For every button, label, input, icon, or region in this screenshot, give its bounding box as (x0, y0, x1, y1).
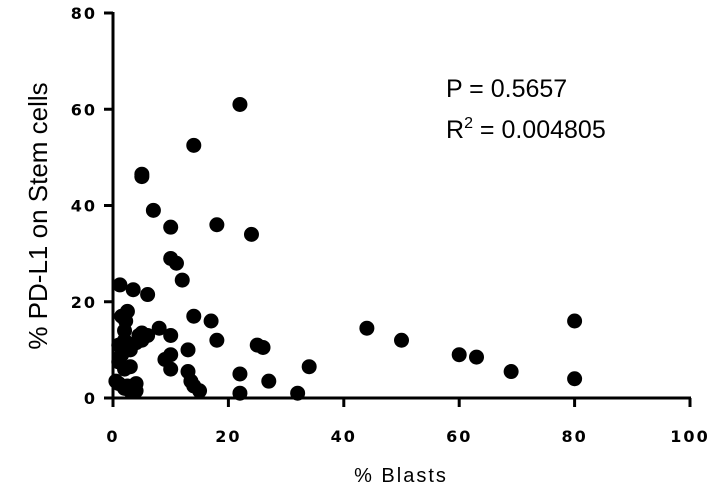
data-point (122, 359, 138, 375)
data-point (134, 169, 150, 185)
x-tick-label: 80 (561, 427, 587, 446)
data-point (186, 308, 202, 324)
data-point (255, 339, 271, 355)
data-point (140, 287, 156, 303)
x-tick-label: 100 (670, 427, 709, 446)
data-point (394, 332, 409, 348)
data-point (125, 282, 141, 298)
data-point (163, 361, 179, 377)
y-tick-label: 0 (84, 389, 97, 408)
r-squared-prefix: R (446, 116, 464, 144)
x-tick-label: 60 (446, 427, 472, 446)
data-point (567, 313, 583, 329)
data-point (112, 277, 128, 293)
axis-ticks: 0 20 40 60 80 100 0 20 40 60 80 (71, 4, 709, 446)
data-point (567, 371, 583, 387)
data-point (163, 219, 179, 235)
data-point (232, 96, 248, 112)
r-squared-value: = 0.004805 (473, 116, 606, 144)
data-point (151, 320, 167, 336)
data-point (192, 383, 208, 399)
data-point (128, 383, 144, 399)
data-point (451, 347, 467, 363)
data-point (503, 364, 519, 380)
y-tick-label: 60 (71, 100, 97, 119)
data-point (209, 332, 225, 348)
y-tick-label: 40 (71, 197, 97, 216)
r-squared-annotation: R2 = 0.004805 (446, 115, 606, 144)
data-point (119, 303, 135, 319)
data-point (232, 366, 248, 382)
x-tick-label: 0 (106, 427, 119, 446)
data-point (261, 373, 277, 389)
x-axis-title: % Blasts (354, 465, 448, 487)
y-axis-title: % PD-L1 on Stem cells (23, 82, 53, 349)
data-point (301, 359, 317, 375)
data-point (140, 327, 156, 343)
data-point (243, 226, 259, 242)
data-point (168, 255, 184, 271)
data-point (174, 272, 190, 288)
p-value-annotation: P = 0.5657 (446, 75, 567, 103)
data-point (145, 202, 161, 218)
data-point (186, 137, 202, 153)
data-point (469, 349, 485, 365)
data-point (209, 217, 225, 233)
r-squared-exponent: 2 (464, 115, 473, 132)
data-point (180, 342, 196, 358)
data-point (359, 320, 375, 336)
data-point (163, 327, 179, 343)
data-point (203, 313, 219, 329)
data-point (163, 347, 179, 363)
x-tick-label: 40 (331, 427, 357, 446)
y-tick-label: 80 (71, 4, 97, 23)
x-tick-label: 20 (215, 427, 241, 446)
y-tick-label: 20 (71, 293, 97, 312)
data-points (108, 96, 583, 401)
